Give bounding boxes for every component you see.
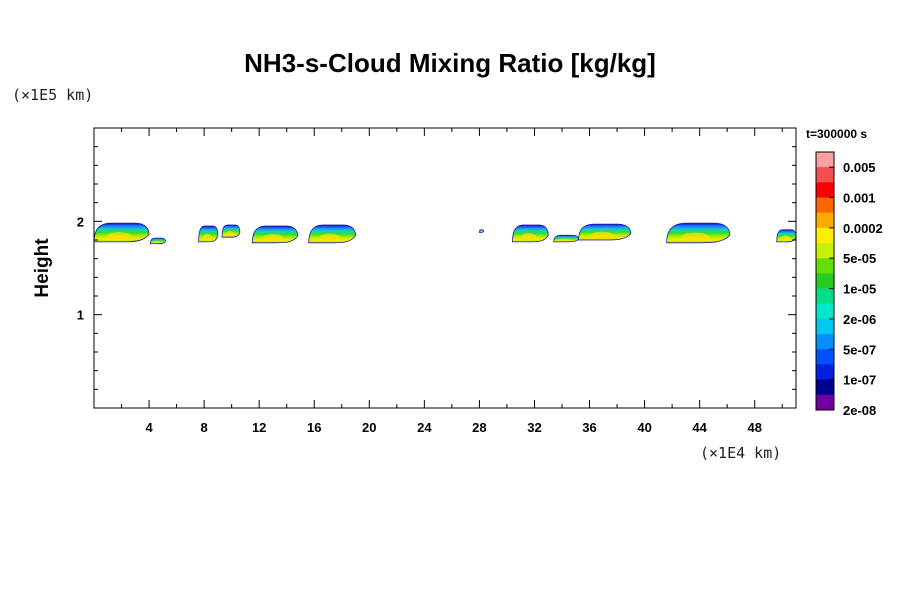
cloud-core bbox=[319, 233, 341, 242]
colorbar-swatch bbox=[816, 258, 834, 274]
x-tick-label: 8 bbox=[201, 420, 208, 435]
cloud-field bbox=[93, 222, 797, 245]
x-tick-label: 48 bbox=[747, 420, 761, 435]
colorbar-swatch bbox=[816, 379, 834, 396]
colorbar-swatch bbox=[816, 334, 834, 350]
y-axis-title: Height bbox=[32, 238, 53, 298]
colorbar-swatch bbox=[816, 243, 834, 259]
colorbar-swatch bbox=[816, 349, 834, 365]
colorbar-swatch bbox=[816, 364, 834, 380]
cloud-patch bbox=[479, 229, 484, 233]
colorbar-swatch bbox=[816, 273, 834, 289]
colorbar-label: 5e-07 bbox=[843, 342, 876, 357]
cloud-core bbox=[681, 232, 710, 242]
colorbar-swatch bbox=[816, 394, 834, 411]
colorbar-swatch bbox=[816, 167, 834, 183]
x-tick-label: 40 bbox=[637, 420, 651, 435]
colorbar-label: 1e-05 bbox=[843, 282, 876, 297]
colorbar-swatch bbox=[816, 288, 834, 305]
colorbar-swatch bbox=[816, 152, 834, 168]
colorbar-swatch bbox=[816, 182, 834, 198]
x-tick-label: 4 bbox=[145, 420, 153, 435]
colorbar-swatch bbox=[816, 197, 834, 214]
cloud-core bbox=[106, 232, 131, 241]
colorbar-label: 0.0002 bbox=[843, 221, 883, 236]
cloud-core bbox=[559, 238, 571, 242]
colorbar-frame bbox=[815, 151, 835, 411]
time-label: t=300000 s bbox=[806, 127, 868, 141]
colorbar-label: 5e-05 bbox=[843, 251, 876, 266]
colorbar-label: 0.001 bbox=[843, 191, 876, 206]
cloud-core bbox=[153, 240, 161, 244]
x-tick-label: 20 bbox=[362, 420, 376, 435]
y-axis-unit: (×1E5 km) bbox=[12, 86, 94, 104]
cloud-core bbox=[781, 235, 790, 241]
x-axis-unit: (×1E4 km) bbox=[700, 444, 782, 462]
colorbar-swatch bbox=[816, 318, 834, 335]
colorbar-label: 0.005 bbox=[843, 160, 876, 175]
colorbar-label: 1e-07 bbox=[843, 373, 876, 388]
cloud-core bbox=[520, 233, 537, 241]
cloud-core bbox=[590, 231, 614, 239]
cloud-core bbox=[262, 234, 283, 242]
plot-frame bbox=[93, 127, 797, 409]
cloud-core bbox=[226, 230, 235, 237]
colorbar-swatch bbox=[816, 303, 834, 320]
colorbar: 0.005 0.001 0.0002 5e-05 1e-05 2e-06 5e-07 1e-0… bbox=[815, 151, 883, 418]
x-tick-label: 28 bbox=[472, 420, 486, 435]
x-tick-label: 32 bbox=[527, 420, 541, 435]
y-tick-label: 1 bbox=[77, 308, 84, 323]
colorbar-swatch bbox=[816, 212, 834, 229]
colorbar-swatch bbox=[816, 227, 834, 244]
colorbar-label: 2e-06 bbox=[843, 312, 876, 327]
x-tick-label: 24 bbox=[417, 420, 432, 435]
y-tick-label: 2 bbox=[77, 214, 84, 229]
colorbar-label: 2e-08 bbox=[843, 403, 876, 418]
cloud-core bbox=[203, 233, 212, 241]
x-tick-label: 12 bbox=[252, 420, 266, 435]
x-tick-label: 16 bbox=[307, 420, 321, 435]
x-tick-label: 36 bbox=[582, 420, 596, 435]
chart-title: NH3-s-Cloud Mixing Ratio [kg/kg] bbox=[244, 48, 656, 78]
x-tick-label: 44 bbox=[692, 420, 707, 435]
